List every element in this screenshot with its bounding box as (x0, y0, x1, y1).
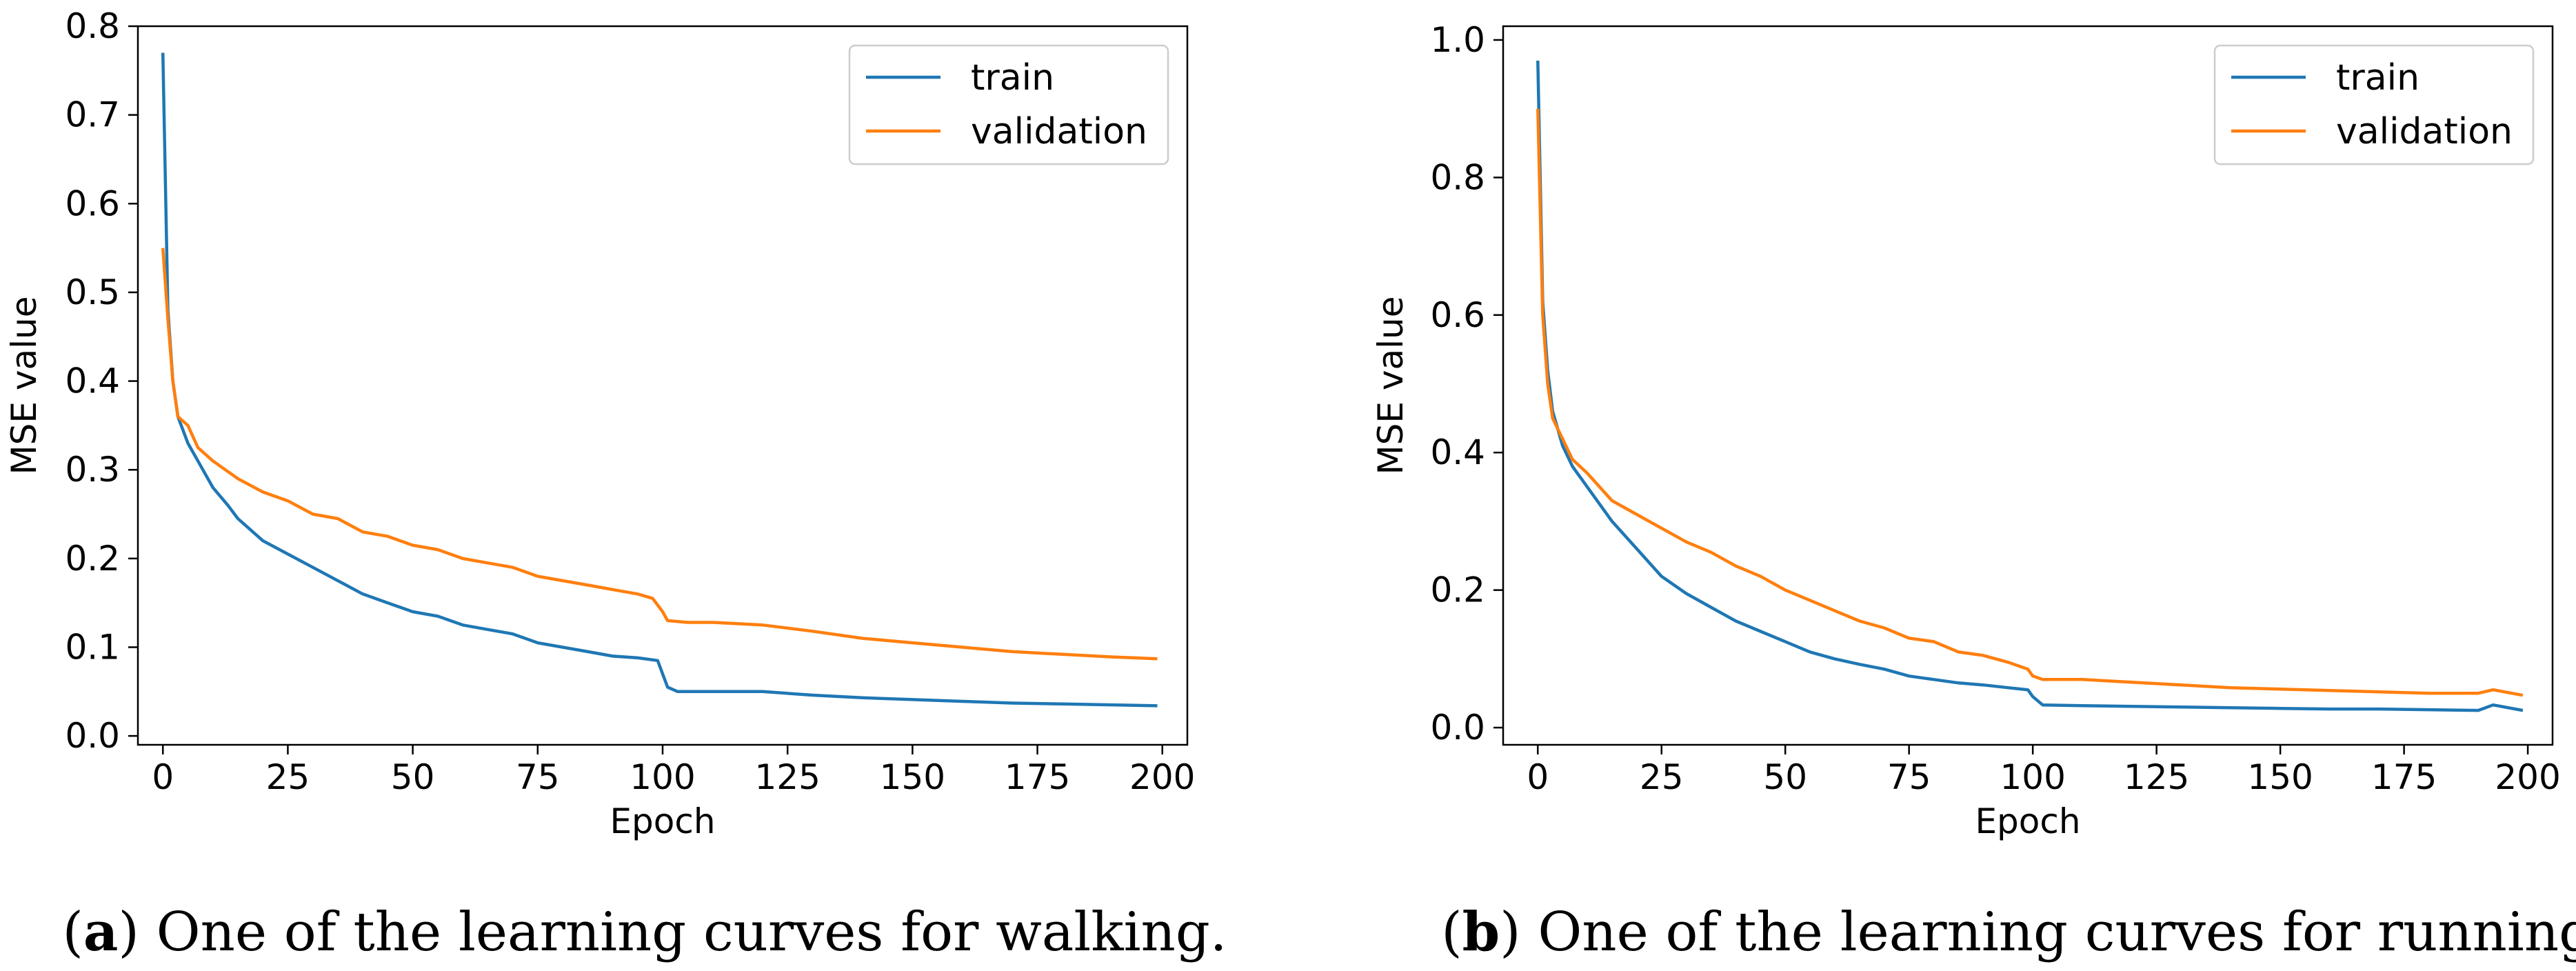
x-tick-label: 100 (630, 757, 695, 797)
y-axis: 0.0 0.2 0.4 0.6 0.8 1.0 (1430, 20, 1503, 748)
x-tick-label: 150 (880, 757, 945, 797)
x-tick-label: 75 (516, 757, 560, 797)
caption-label: a (83, 901, 119, 963)
x-axis: 0 25 50 75 100 125 150 175 200 (152, 745, 1195, 797)
caption-open-paren: ( (62, 901, 83, 963)
x-axis-label: Epoch (1975, 801, 2080, 841)
caption: (a) One of the learning curves for walki… (62, 901, 1227, 963)
y-tick-label: 0.0 (65, 716, 120, 756)
y-tick-label: 0.3 (65, 450, 120, 490)
caption-text: ) One of the learning curves for running… (1500, 901, 2576, 963)
panel-running: 0 25 50 75 100 125 150 175 200 0.0 0.2 0.4 0.6 0.8 1.… (1371, 20, 2576, 963)
series-line-validation (1536, 108, 2524, 697)
y-tick-label: 0.6 (1430, 295, 1485, 335)
x-tick-label: 175 (2371, 757, 2437, 797)
x-tick-label: 200 (2495, 757, 2560, 797)
series-layer (161, 52, 1158, 708)
caption-text: ) One of the learning curves for walking… (118, 901, 1227, 963)
x-tick-label: 0 (152, 757, 174, 797)
y-tick-label: 0.4 (65, 361, 120, 401)
x-tick-label: 150 (2247, 757, 2313, 797)
y-axis: 0.0 0.1 0.2 0.3 0.4 0.5 0.6 0.7 0.8 (65, 6, 138, 756)
legend-label-validation: validation (971, 111, 1147, 152)
y-tick-label: 0.5 (65, 272, 120, 312)
x-tick-label: 0 (1527, 757, 1549, 797)
legend-label-train: train (2336, 57, 2419, 99)
legend: train validation (848, 44, 1169, 166)
x-tick-label: 25 (266, 757, 310, 797)
x-tick-label: 75 (1887, 757, 1931, 797)
y-tick-label: 0.8 (65, 6, 120, 46)
y-tick-label: 0.7 (65, 95, 120, 135)
x-axis-label: Epoch (610, 801, 715, 841)
y-tick-label: 0.8 (1430, 157, 1485, 197)
series-layer (1536, 60, 2524, 712)
y-axis-label: MSE value (1371, 297, 1411, 475)
legend-label-train: train (971, 57, 1054, 99)
panel-walking: 0 25 50 75 100 125 150 175 200 0.00.10.20.30.40.… (4, 6, 1227, 963)
y-tick-label: 0.2 (65, 539, 120, 579)
series-line-train (161, 52, 1158, 708)
y-axis-label: MSE value (4, 297, 44, 475)
x-tick-label: 50 (391, 757, 435, 797)
x-axis: 0 25 50 75 100 125 150 175 200 (1527, 745, 2561, 797)
legend-label-validation: validation (2336, 111, 2513, 152)
y-tick-label: 0.4 (1430, 432, 1485, 472)
y-tick-label: 1.0 (1430, 20, 1485, 60)
x-tick-label: 200 (1129, 757, 1195, 797)
caption: (b) One of the learning curves for runni… (1441, 901, 2576, 963)
caption-label: b (1462, 901, 1500, 963)
y-tick-label: 0.2 (1430, 570, 1485, 610)
x-tick-label: 50 (1763, 757, 1807, 797)
legend-box (2213, 44, 2535, 166)
y-tick-label: 0.6 (65, 183, 120, 223)
x-tick-label: 25 (1640, 757, 1684, 797)
y-tick-label: 0.0 (1430, 708, 1485, 748)
series-line-validation (161, 248, 1158, 661)
legend-box (848, 44, 1169, 166)
x-tick-label: 175 (1005, 757, 1070, 797)
caption-open-paren: ( (1441, 901, 1462, 963)
x-tick-label: 100 (2000, 757, 2065, 797)
y-tick-label: 0.1 (65, 627, 120, 667)
series-line-train (1536, 60, 2524, 712)
legend: train validation (2213, 44, 2535, 166)
plot-frame (1502, 25, 2554, 746)
x-tick-label: 125 (2124, 757, 2189, 797)
x-tick-label: 125 (754, 757, 820, 797)
